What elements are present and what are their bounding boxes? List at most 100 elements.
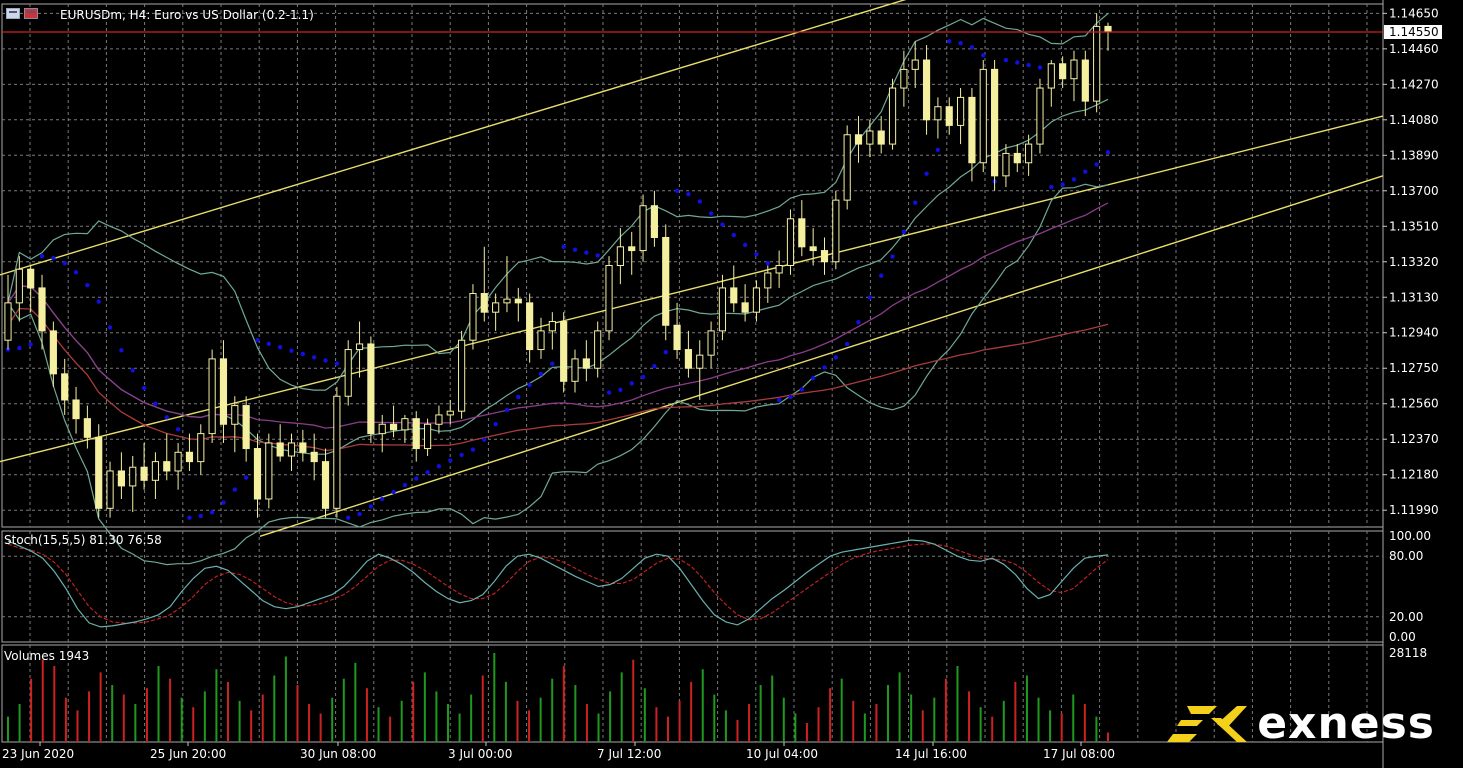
- parabolic-sar-dot: [708, 211, 714, 216]
- parabolic-sar-dot: [697, 199, 702, 204]
- parabolic-sar-dot: [822, 365, 827, 370]
- price-axis-label: 1.13130: [1389, 290, 1439, 304]
- parabolic-sar-dot: [799, 387, 805, 392]
- candle-body: [639, 205, 647, 252]
- candle-body: [945, 106, 953, 126]
- candle-body: [378, 423, 386, 435]
- candle-body: [355, 343, 364, 351]
- parabolic-sar-dot: [51, 255, 56, 261]
- current-price-box: [1384, 25, 1442, 40]
- candle-body: [526, 302, 534, 351]
- volume-axis-label: 28118: [1389, 646, 1427, 660]
- parabolic-sar-dot: [459, 452, 464, 458]
- parabolic-sar-dot: [334, 361, 340, 366]
- candle-body: [707, 330, 715, 356]
- parabolic-sar-dot: [1037, 65, 1043, 70]
- candle-body: [49, 330, 57, 375]
- parabolic-sar-dot: [686, 191, 691, 197]
- parabolic-sar-dot: [141, 385, 147, 391]
- candle-body: [163, 461, 171, 472]
- stoch-axis-label: 100.00: [1389, 529, 1431, 543]
- candle-body: [412, 418, 420, 450]
- parabolic-sar-dot: [243, 475, 249, 480]
- candle-body: [197, 433, 205, 463]
- parabolic-sar-dot: [720, 222, 725, 227]
- parabolic-sar-dot: [368, 504, 374, 509]
- candle-body: [684, 349, 692, 369]
- parabolic-sar-dot: [255, 338, 260, 343]
- parabolic-sar-dot: [561, 244, 566, 250]
- candle-body: [333, 395, 341, 509]
- parabolic-sar-dot: [516, 394, 521, 400]
- candle-body: [458, 339, 466, 412]
- candle-body: [775, 265, 783, 274]
- parabolic-sar-dot: [754, 252, 759, 257]
- price-axis-label: 1.14650: [1389, 6, 1439, 20]
- channel-line: [0, 0, 907, 276]
- parabolic-sar-dot: [606, 390, 612, 395]
- candle-body: [764, 272, 772, 289]
- price-axis-label: 1.12180: [1389, 468, 1439, 482]
- candle-body: [1070, 59, 1078, 80]
- candle-body: [208, 358, 216, 435]
- parabolic-sar-dot: [436, 464, 442, 469]
- candle-body: [934, 106, 942, 121]
- candle-body: [492, 302, 500, 313]
- candle-body: [548, 321, 556, 332]
- parabolic-sar-dot: [652, 363, 657, 369]
- parabolic-sar-dot: [402, 482, 408, 488]
- candle-body: [514, 298, 522, 304]
- parabolic-sar-dot: [901, 229, 907, 234]
- candle-body: [185, 451, 194, 463]
- parabolic-sar-dot: [663, 349, 668, 355]
- parabolic-sar-dot: [96, 299, 101, 304]
- candle-body: [968, 96, 976, 164]
- parabolic-sar-dot: [277, 345, 283, 350]
- candle-body: [866, 130, 874, 145]
- indicators: [0, 0, 1384, 566]
- parabolic-sar-dot: [482, 437, 487, 442]
- current-price-label: 1.14550: [1389, 25, 1439, 39]
- candle-body: [95, 436, 103, 509]
- candle-body: [956, 96, 965, 126]
- parabolic-sar-dot: [674, 188, 680, 193]
- volumes-label: Volumes 1943: [4, 649, 90, 663]
- axes: 1.14650 1.14460 1.14270 1.14080 1.13890 1.137…: [2, 6, 1442, 761]
- time-axis-label: 17 Jul 08:00: [1043, 747, 1115, 761]
- chart-window-icon[interactable]: [6, 8, 20, 19]
- candle-body: [61, 373, 69, 401]
- candle-body: [503, 298, 511, 304]
- parabolic-sar-dot: [856, 320, 861, 325]
- symbol-flag-icon[interactable]: [24, 8, 38, 19]
- candle-body: [401, 418, 409, 431]
- candle-body: [1002, 152, 1010, 177]
- parabolic-sar-dot: [425, 470, 430, 475]
- candle-body: [435, 414, 443, 425]
- candle-body: [979, 68, 987, 164]
- candle-body: [287, 442, 296, 457]
- parabolic-sar-dot: [39, 253, 45, 259]
- candles: [4, 13, 1112, 518]
- window-icons: [6, 8, 38, 19]
- parabolic-sar-dot: [981, 53, 986, 58]
- candle-body: [786, 218, 795, 267]
- candle-body: [83, 418, 91, 438]
- parabolic-sar-dot: [833, 355, 839, 360]
- parabolic-sar-dot: [1015, 60, 1020, 65]
- exness-mark-icon: [1167, 706, 1248, 742]
- parabolic-sar-dot: [448, 458, 453, 463]
- candle-body: [231, 405, 239, 425]
- parabolic-sar-dot: [867, 295, 873, 300]
- bollinger-lower: [7, 183, 1109, 566]
- candle-body: [911, 59, 919, 70]
- candle-body: [843, 134, 851, 201]
- parabolic-sar-dot: [844, 341, 850, 347]
- price-axis-label: 1.12940: [1389, 326, 1439, 340]
- parabolic-sar-dot: [935, 147, 941, 153]
- parabolic-sar-dot: [470, 447, 476, 452]
- price-axis-label: 1.12750: [1389, 361, 1439, 375]
- stoch-signal-line: [7, 543, 1109, 624]
- candle-body: [72, 399, 80, 420]
- chart-title: EURUSDm, H4: Euro vs US Dollar (0.2-1.1): [60, 8, 314, 22]
- candle-body: [877, 130, 885, 145]
